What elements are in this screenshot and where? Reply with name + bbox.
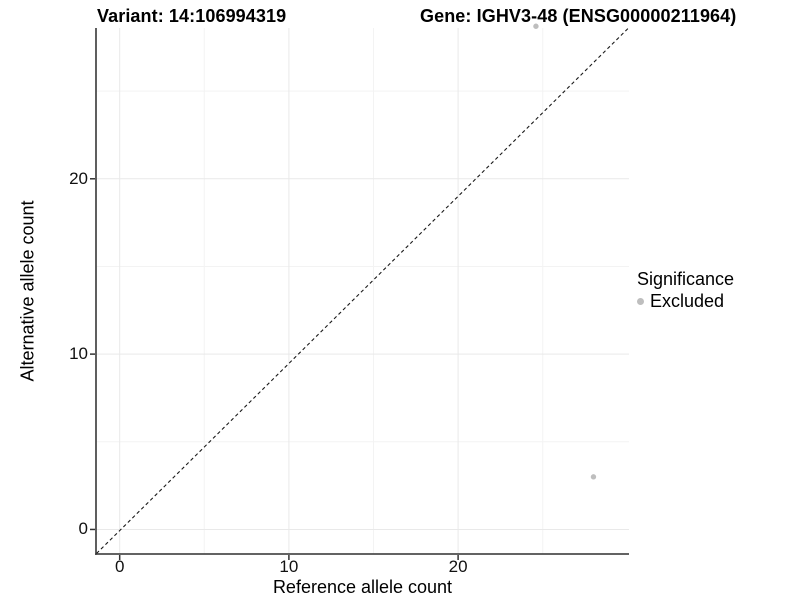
x-axis-title: Reference allele count bbox=[272, 577, 453, 597]
x-tick-label: 20 bbox=[448, 557, 468, 576]
y-tick-label: 20 bbox=[69, 168, 88, 188]
plot-title-gene: Gene: IGHV3-48 (ENSG00000211964) bbox=[420, 6, 737, 26]
y-tick-label: 10 bbox=[69, 344, 88, 364]
identity-dashed-line bbox=[96, 27, 629, 554]
legend-dot-icon bbox=[637, 297, 644, 305]
legend: Significance Excluded bbox=[637, 269, 734, 311]
legend-entries: Excluded bbox=[637, 291, 734, 311]
x-tick-label: 0 bbox=[114, 557, 125, 576]
y-axis-title: Alternative allele count bbox=[17, 200, 38, 382]
legend-entry: Excluded bbox=[637, 291, 734, 311]
legend-entry-label: Excluded bbox=[650, 291, 725, 311]
plot-title-variant: Variant: 14:106994319 bbox=[97, 6, 287, 26]
y-tick-label: 0 bbox=[78, 519, 88, 539]
data-point bbox=[590, 474, 597, 480]
data-point bbox=[533, 23, 539, 29]
legend-title: Significance bbox=[637, 269, 735, 289]
x-tick-label: 10 bbox=[279, 557, 299, 576]
